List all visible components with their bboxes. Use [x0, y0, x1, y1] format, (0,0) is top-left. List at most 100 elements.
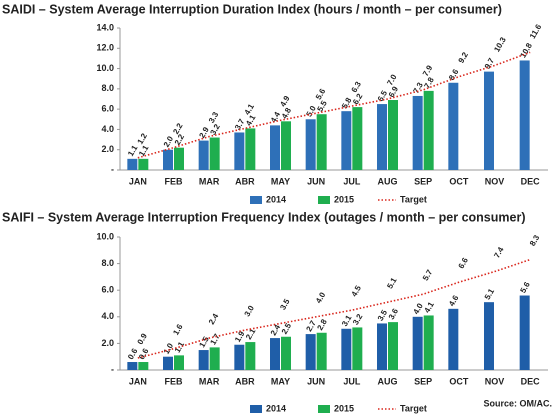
data-label: 5.1 — [385, 276, 399, 291]
bar — [281, 336, 291, 370]
data-label: 4.9 — [278, 94, 292, 109]
data-label: 8.3 — [528, 233, 542, 248]
data-label: 10.8 — [518, 41, 534, 59]
bar — [305, 334, 316, 370]
data-label: 7.8 — [422, 75, 436, 90]
x-tick-label: MAR — [199, 376, 220, 386]
data-label: 11.6 — [528, 22, 544, 40]
x-tick-label: JUN — [307, 376, 325, 386]
bar — [352, 107, 363, 170]
data-label: 2.8 — [315, 317, 329, 332]
x-tick-label: JUL — [343, 176, 361, 186]
bar — [448, 308, 459, 370]
bar — [127, 158, 138, 170]
data-label: 10.3 — [492, 35, 508, 53]
legend-label: 2015 — [334, 194, 354, 204]
data-label: 3.6 — [387, 307, 401, 322]
x-tick-label: JAN — [129, 376, 147, 386]
bar — [377, 323, 387, 370]
data-label: 2.2 — [171, 121, 185, 136]
x-tick-label: AUG — [378, 176, 398, 186]
data-label: 0.6 — [137, 346, 151, 361]
legend-swatch — [250, 196, 262, 204]
data-label: 7.0 — [385, 72, 399, 87]
bar — [270, 338, 280, 370]
bar — [388, 100, 398, 170]
data-label: 0.9 — [136, 331, 150, 346]
x-tick-label: SEP — [414, 176, 432, 186]
x-tick-label: JAN — [129, 176, 147, 186]
legend-label: 2014 — [266, 403, 286, 413]
data-label: 1.6 — [171, 322, 185, 337]
y-tick-label: 8.0 — [101, 83, 114, 93]
bar — [245, 342, 256, 370]
bar — [198, 140, 209, 170]
y-tick-label: 8.0 — [101, 258, 114, 268]
y-tick-label: 2.0 — [101, 338, 114, 348]
x-tick-label: OCT — [449, 176, 469, 186]
bar — [388, 322, 398, 370]
x-tick-label: DEC — [521, 176, 541, 186]
bar — [423, 315, 434, 370]
data-label: 4.0 — [314, 290, 328, 305]
bar — [519, 295, 530, 370]
bar — [448, 82, 459, 170]
data-label: 3.5 — [278, 297, 292, 312]
x-tick-label: MAY — [271, 176, 290, 186]
bar — [377, 104, 387, 170]
bar — [234, 344, 245, 370]
target-line — [137, 51, 531, 159]
chart-title: SAIFI – System Average Interruption Freq… — [2, 210, 526, 224]
data-label: 4.6 — [447, 293, 461, 308]
bar — [198, 350, 209, 370]
data-label: 3.2 — [351, 312, 365, 327]
bar — [138, 362, 149, 370]
data-label: 8.6 — [447, 67, 461, 82]
data-label: 5.5 — [315, 99, 329, 114]
data-label: 1.1 — [137, 143, 151, 158]
bar — [127, 362, 138, 370]
legend-swatch — [250, 405, 262, 413]
bar — [519, 60, 530, 171]
x-tick-label: ABR — [235, 376, 255, 386]
data-label: 3.0 — [243, 304, 257, 319]
bar — [484, 71, 494, 170]
bar — [174, 147, 184, 170]
y-tick-label: 12.0 — [96, 43, 114, 53]
x-tick-label: FEB — [165, 176, 184, 186]
chart-title: SAIDI – System Average Interruption Dura… — [2, 2, 502, 16]
legend-label: 2015 — [334, 403, 354, 413]
data-label: 5.6 — [314, 87, 328, 102]
x-tick-label: JUN — [307, 176, 325, 186]
bar — [245, 128, 256, 170]
y-tick-label: 2.0 — [101, 144, 114, 154]
y-tick-label: 6.0 — [101, 104, 114, 114]
data-label: 2.4 — [207, 312, 221, 327]
x-tick-label: DEC — [521, 376, 541, 386]
x-tick-label: FEB — [165, 376, 184, 386]
data-label: 9.7 — [483, 56, 497, 71]
data-label: 4.5 — [350, 284, 364, 299]
legend-swatch — [318, 405, 330, 413]
bar — [163, 356, 173, 370]
legend-label: 2014 — [266, 194, 286, 204]
bar — [163, 149, 173, 170]
data-label: 5.1 — [483, 287, 497, 302]
bar — [412, 316, 423, 370]
bar — [281, 121, 291, 170]
data-label: 1.2 — [136, 131, 150, 146]
y-tick-label: 4.0 — [101, 124, 114, 134]
legend-swatch — [318, 196, 330, 204]
bar — [209, 137, 220, 170]
bar — [234, 132, 245, 170]
y-tick-label: 10.0 — [96, 63, 114, 73]
y-tick-label: - — [111, 364, 114, 374]
data-label: 4.1 — [422, 300, 436, 315]
bar — [484, 302, 494, 370]
data-label: 9.2 — [457, 50, 471, 65]
x-tick-label: NOV — [485, 376, 505, 386]
x-tick-label: NOV — [485, 176, 505, 186]
x-tick-label: AUG — [378, 376, 398, 386]
data-label: 5.7 — [421, 268, 435, 283]
